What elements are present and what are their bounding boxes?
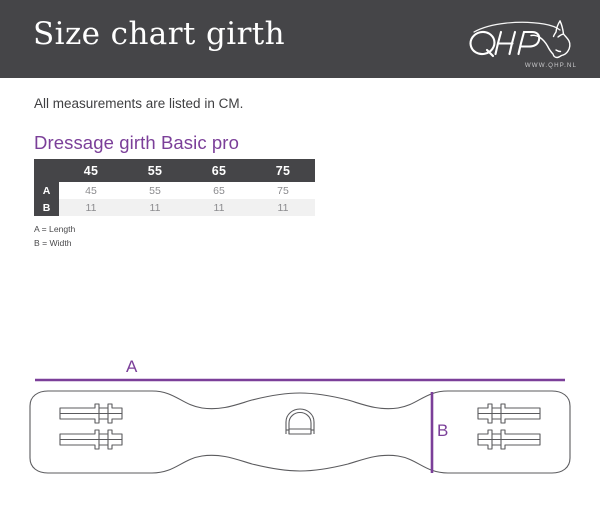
table-cell: 55 [123,182,187,199]
buckle-strap-left-lower [59,429,123,450]
girth-measurement-diagram [0,350,600,490]
buckle-strap-left-upper [59,403,123,424]
size-table: 45 55 65 75 A 45 55 65 75 B 11 11 11 11 [34,159,315,216]
table-cell: 75 [251,182,315,199]
page-title: Size chart girth [33,16,286,52]
table-column-header: 45 [59,159,123,182]
logo-url-text: WWW.QHP.NL [524,62,577,69]
buckle-strap-right-lower [477,429,541,450]
table-row: A 45 55 65 75 [34,182,315,199]
size-table-body: A 45 55 65 75 B 11 11 11 11 [34,182,315,216]
table-row: B 11 11 11 11 [34,199,315,216]
table-cell: 11 [187,199,251,216]
table-cell: 65 [187,182,251,199]
table-cell: 11 [251,199,315,216]
page-header: Size chart girth [0,0,600,78]
table-cell: 11 [123,199,187,216]
table-cell: 11 [59,199,123,216]
table-corner-cell [34,159,59,182]
dimension-b-label: B [437,421,449,440]
table-cell: 45 [59,182,123,199]
product-heading: Dressage girth Basic pro [34,132,239,153]
legend-item-a: A = Length [34,224,76,234]
buckle-strap-right-upper [477,403,541,424]
measurements-note: All measurements are listed in CM. [34,96,244,111]
dimension-a-label: A [126,357,138,376]
girth-outline [29,390,571,474]
table-header-row: 45 55 65 75 [34,159,315,182]
size-table-head: 45 55 65 75 [34,159,315,182]
d-ring [285,408,315,435]
table-row-label: B [34,199,59,216]
table-row-label: A [34,182,59,199]
table-column-header: 75 [251,159,315,182]
table-column-header: 65 [187,159,251,182]
measurement-legend: A = Length B = Width [34,222,75,250]
table-column-header: 55 [123,159,187,182]
legend-item-b: B = Width [34,238,72,248]
qhp-logo: WWW.QHP.NL [468,18,578,70]
